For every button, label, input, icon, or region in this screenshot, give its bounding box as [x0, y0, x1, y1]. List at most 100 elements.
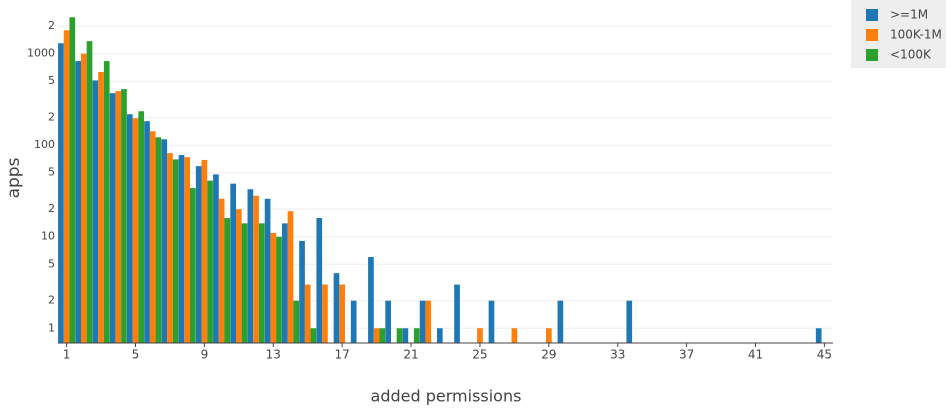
bar — [184, 157, 191, 343]
x-axis-title: added permissions — [371, 387, 522, 406]
bar — [161, 139, 168, 343]
bar — [258, 223, 265, 343]
y-tick-label: 2 — [48, 19, 55, 32]
x-tick-label: 33 — [610, 348, 625, 362]
bar — [149, 131, 156, 343]
x-tick-label: 21 — [403, 348, 418, 362]
bar — [373, 328, 380, 343]
bar — [333, 273, 340, 343]
y-tick-label: 2 — [48, 202, 55, 215]
y-tick-label: 10 — [41, 230, 55, 243]
x-tick-label: 9 — [201, 348, 209, 362]
x-tick-label: 13 — [266, 348, 281, 362]
bar — [247, 189, 254, 343]
y-tick-label: 2 — [48, 294, 55, 307]
x-tick-label: 45 — [817, 348, 832, 362]
bar — [138, 111, 145, 343]
bar — [155, 137, 162, 343]
bar — [167, 153, 173, 343]
bar — [293, 300, 300, 343]
bar — [115, 91, 122, 343]
bar — [132, 118, 139, 344]
bar — [815, 328, 822, 343]
bar — [385, 300, 391, 343]
y-tick-label: 5 — [48, 74, 55, 87]
bar — [69, 17, 76, 343]
bar — [58, 43, 64, 343]
x-tick-label: 17 — [335, 348, 350, 362]
y-tick-label: 1 — [48, 321, 55, 334]
bar — [172, 159, 179, 343]
bar — [75, 61, 81, 344]
bar — [63, 30, 70, 343]
bar — [339, 284, 346, 343]
bar — [126, 114, 133, 343]
bar — [511, 328, 518, 343]
bar — [103, 61, 110, 344]
bar — [454, 284, 460, 343]
bar — [287, 211, 294, 343]
bar — [121, 89, 127, 344]
bar — [190, 188, 196, 343]
bar — [557, 300, 564, 343]
x-tick-label: 25 — [472, 348, 487, 362]
legend-label: <100K — [890, 48, 932, 62]
bar — [379, 328, 386, 343]
legend-label: >=1M — [890, 8, 928, 22]
legend-swatch — [866, 49, 878, 61]
bar — [281, 223, 288, 343]
bar — [86, 41, 93, 343]
bar — [98, 72, 104, 343]
bar — [213, 174, 219, 343]
bar — [218, 198, 225, 343]
bar — [477, 328, 483, 343]
x-tick-label: 37 — [679, 348, 694, 362]
bar — [195, 166, 202, 343]
x-tick-label: 1 — [63, 348, 71, 362]
bar — [235, 209, 242, 343]
bar — [207, 180, 213, 343]
bar — [488, 300, 495, 343]
y-tick-label: 2 — [48, 111, 55, 124]
bar — [436, 328, 443, 343]
bar — [224, 218, 231, 343]
legend-swatch — [866, 9, 878, 21]
bar — [276, 236, 282, 343]
bar — [419, 300, 426, 343]
bar — [322, 284, 328, 343]
y-tick-label: 5 — [48, 257, 55, 270]
bar — [626, 300, 633, 343]
bar — [402, 328, 409, 343]
bar — [253, 195, 259, 343]
bar — [396, 328, 403, 343]
bar — [201, 159, 208, 343]
x-tick-label: 5 — [132, 348, 140, 362]
bar — [264, 198, 271, 343]
bar — [144, 121, 150, 343]
y-tick-label: 5 — [48, 166, 55, 179]
bar — [310, 328, 317, 343]
bar — [241, 223, 248, 343]
bar — [350, 300, 357, 343]
bar — [178, 155, 185, 343]
bar — [80, 53, 87, 343]
x-tick-label: 41 — [748, 348, 763, 362]
legend-label: 100K-1M — [890, 28, 942, 42]
bar — [413, 328, 420, 343]
bar — [270, 232, 277, 343]
x-tick-label: 29 — [541, 348, 556, 362]
bar — [109, 93, 116, 343]
bar — [304, 284, 311, 343]
bar — [545, 328, 552, 343]
bar — [368, 257, 374, 343]
bar — [230, 183, 236, 343]
bar — [92, 80, 99, 344]
y-tick-label: 1000 — [27, 47, 55, 60]
y-tick-label: 100 — [34, 138, 55, 151]
bar — [299, 240, 305, 343]
y-axis-title: apps — [4, 157, 24, 198]
bar — [425, 300, 432, 343]
legend-swatch — [866, 29, 878, 41]
bar — [316, 218, 323, 343]
